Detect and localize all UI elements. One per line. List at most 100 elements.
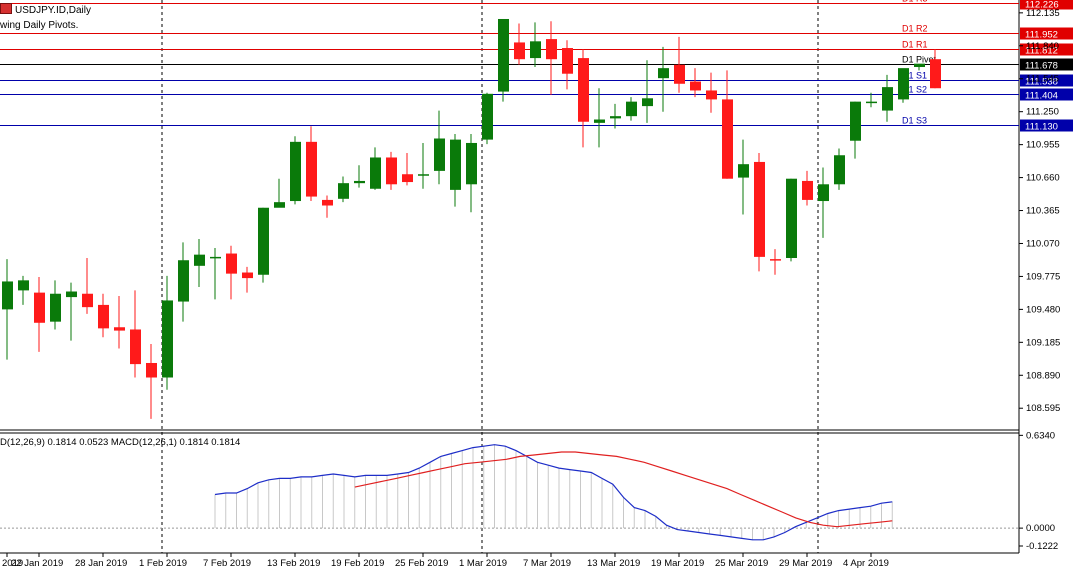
candle-body[interactable]: [818, 184, 829, 202]
pivot-line-label: D1 R3: [902, 0, 928, 4]
candle-body[interactable]: [594, 119, 605, 123]
candle-body[interactable]: [50, 293, 61, 322]
candle-body[interactable]: [178, 260, 189, 302]
candle-body[interactable]: [722, 99, 733, 179]
symbol-title: USDJPY.ID,Daily: [15, 5, 91, 16]
candle-body[interactable]: [434, 138, 445, 171]
macd-tick-label: 0.0000: [1026, 523, 1055, 534]
candle-body[interactable]: [242, 272, 253, 279]
price-tick-label: 108.595: [1026, 403, 1060, 414]
candle-body[interactable]: [162, 300, 173, 378]
price-tick-label: 110.365: [1026, 206, 1060, 217]
pivot-price-tag-label: 111.130: [1025, 122, 1058, 133]
price-tick-label: 110.070: [1026, 238, 1060, 249]
candle-body[interactable]: [98, 304, 109, 329]
candle-body[interactable]: [882, 87, 893, 111]
candle-body[interactable]: [770, 259, 781, 261]
candle-body[interactable]: [802, 180, 813, 200]
pivot-line-label: D1 R1: [902, 40, 928, 50]
candle-body[interactable]: [66, 291, 77, 298]
candle-body[interactable]: [690, 81, 701, 91]
date-tick-label: 25 Mar 2019: [715, 558, 768, 569]
macd-main-line: [214, 444, 893, 541]
candle-body[interactable]: [674, 64, 685, 84]
pivot-price-tag: [1020, 58, 1073, 71]
candle-body[interactable]: [786, 178, 797, 258]
date-tick-label: 1 Feb 2019: [139, 558, 187, 569]
macd-signal-line: [354, 451, 893, 528]
pivot-price-tag: [1020, 27, 1073, 40]
price-tick-label: 111.840: [1026, 41, 1059, 52]
candle-body[interactable]: [274, 202, 285, 208]
candle-body[interactable]: [850, 101, 861, 141]
candle-body[interactable]: [2, 281, 13, 310]
date-tick-label: 1 Mar 2019: [459, 558, 507, 569]
date-tick-label: 7 Feb 2019: [203, 558, 251, 569]
date-tick-label: 19 Mar 2019: [651, 558, 704, 569]
candle-body[interactable]: [322, 199, 333, 206]
price-tick-label: 111.545: [1026, 74, 1059, 85]
candle-body[interactable]: [146, 362, 157, 378]
candle-body[interactable]: [642, 98, 653, 107]
candle-body[interactable]: [258, 207, 269, 275]
pivot-line-label: D1 S1: [902, 71, 927, 81]
candle-body[interactable]: [706, 90, 717, 100]
candle-body[interactable]: [354, 180, 365, 184]
candle-body[interactable]: [738, 164, 749, 178]
candle-body[interactable]: [194, 254, 205, 266]
pivot-price-tag: [1020, 0, 1073, 10]
candle-body[interactable]: [610, 116, 621, 119]
candle-body[interactable]: [370, 157, 381, 189]
pivot-price-tag-label: 111.952: [1025, 30, 1058, 41]
candle-body[interactable]: [18, 280, 29, 291]
candle-body[interactable]: [418, 174, 429, 176]
candle-body[interactable]: [658, 68, 669, 79]
pivot-price-tag: [1020, 119, 1073, 132]
candle-body[interactable]: [578, 58, 589, 122]
candle-body[interactable]: [546, 39, 557, 60]
candle-body[interactable]: [114, 327, 125, 331]
date-tick-label: 7 Mar 2019: [523, 558, 571, 569]
pivot-price-tag-label: 111.538: [1025, 77, 1058, 88]
candle-body[interactable]: [930, 59, 941, 89]
candle-body[interactable]: [34, 292, 45, 323]
candle-body[interactable]: [210, 256, 221, 259]
candle-body[interactable]: [130, 329, 141, 365]
candle-body[interactable]: [386, 157, 397, 185]
macd-tick-label: -0.1222: [1026, 541, 1058, 552]
candle-body[interactable]: [898, 68, 909, 100]
pivot-line-label: D1 R2: [902, 24, 928, 34]
candle-body[interactable]: [530, 41, 541, 59]
symbol-header: USDJPY.ID,Daily: [0, 3, 91, 16]
candle-body[interactable]: [402, 174, 413, 183]
candle-body[interactable]: [226, 253, 237, 274]
candle-body[interactable]: [306, 141, 317, 197]
candle-body[interactable]: [482, 93, 493, 140]
date-tick-label: 19 Feb 2019: [331, 558, 384, 569]
candle-body[interactable]: [290, 141, 301, 202]
price-tick-label: 112.135: [1026, 8, 1060, 19]
pivot-line-label: D1 S2: [902, 85, 927, 95]
candle-body[interactable]: [450, 139, 461, 190]
price-tick-label: 110.660: [1026, 173, 1060, 184]
price-tick-label: 110.955: [1026, 140, 1060, 151]
macd-tick-label: 0.6340: [1026, 430, 1055, 441]
pivot-price-tag: [1020, 74, 1073, 87]
candle-body[interactable]: [82, 293, 93, 308]
candle-body[interactable]: [562, 48, 573, 74]
candle-body[interactable]: [866, 101, 877, 104]
candle-body[interactable]: [498, 18, 509, 92]
candle-body[interactable]: [834, 155, 845, 185]
candle-body[interactable]: [514, 42, 525, 60]
candle-body[interactable]: [466, 142, 477, 185]
price-tick-label: 108.890: [1026, 370, 1060, 381]
candle-body[interactable]: [338, 183, 349, 199]
candle-body[interactable]: [626, 101, 637, 117]
pivot-price-tag-label: 112.226: [1025, 0, 1059, 11]
candle-body[interactable]: [914, 63, 925, 68]
candle-body[interactable]: [754, 161, 765, 257]
price-tick-label: 109.480: [1026, 304, 1060, 315]
pivot-price-tag-label: 111.812: [1025, 46, 1058, 57]
